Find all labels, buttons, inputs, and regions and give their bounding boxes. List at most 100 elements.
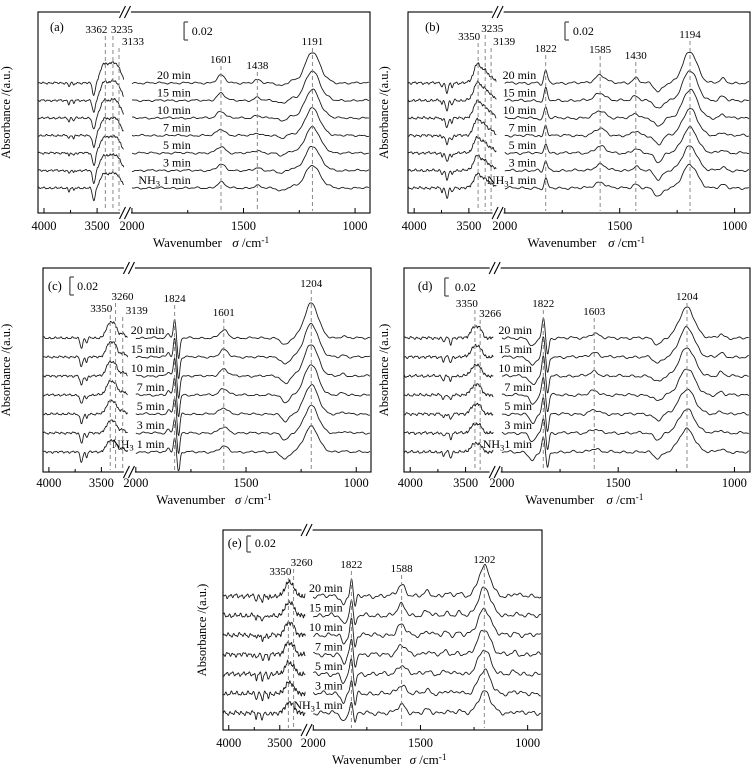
x-tick-label: 1000 [343,219,368,233]
trace-label-5-min: 5 min [163,138,191,152]
peak-annotation-label-3260: 3260 [112,291,135,303]
plot-box [407,11,751,214]
spectrum-trace-5 min-low [131,125,369,157]
trace-label-10-min: 10 min [498,361,532,375]
trace-label-7-min: 7 min [315,640,343,654]
x-tick-label: 2000 [301,736,326,750]
x-axis-unit: σ /cm-1 [410,752,447,767]
spectrum-trace-7 min-low [504,108,750,146]
x-tick-label: 1000 [344,476,369,490]
trace-label-20-min: 20 min [157,68,191,82]
spectrum-trace-7 min-high [42,379,128,404]
axis-break-icon [122,465,130,479]
trace-label-3-min: 3 min [137,418,165,432]
axis-break-icon [118,206,126,220]
trace-label-15-min: 15 min [498,342,532,356]
trace-label-3-min: 3 min [504,418,532,432]
axis-break-gap [123,467,135,477]
trace-label-10-min: 10 min [131,361,165,375]
axis-break-icon [305,723,313,737]
plot-box [42,267,372,473]
spectrum-trace-20 min-high [42,320,128,349]
peak-annotation-label-3235: 3235 [481,23,504,35]
trace-label-5-min: 5 min [137,399,165,413]
panel-c: 4000 3500 2000 1500 1000 NH3 1 min 3 min 5 min 7… [0,261,372,507]
axis-break-icon [300,523,308,537]
spectrum-trace-7 min-high [37,116,124,148]
spectrum-trace-15 min-high [407,80,497,112]
spectrum-trace-10 min-low [504,88,750,127]
spectrum-trace-15 min-high [42,341,129,368]
spectrum-trace-7 min-high [404,383,494,401]
y-axis-label: Absorbance /(a.u.) [0,324,13,417]
panel-a: 4000 3500 2000 1500 1000 NH3 1 min 3 min 5 min 7… [0,5,371,250]
plot-box [37,11,371,214]
spectrum-trace-3 min-high [37,153,125,185]
trace-label-10-min: 10 min [157,103,191,117]
spectrum-trace-20 min-low [501,306,749,355]
x-tick-label: 3500 [85,219,110,233]
trace-label-7-min: 7 min [509,121,537,135]
peak-annotation-label-1824: 1824 [164,293,187,305]
axis-break-icon [123,206,131,220]
panel-letter-a: (a) [50,20,64,34]
trace-label-15-min: 15 min [131,342,165,356]
peak-annotation-label-3362: 3362 [85,24,107,36]
trace-label-nh3-1min: NH31 min [483,437,532,453]
x-tick-label: 4000 [398,476,423,490]
axis-break-icon [493,261,501,275]
trace-label-5-min: 5 min [315,659,343,673]
spectrum-trace-20 min-low [131,52,369,86]
peak-annotation-label-1430: 1430 [625,50,648,62]
peak-annotation-label-1601: 1601 [210,54,232,66]
axis-break-icon [488,261,496,275]
spectrum-trace-10 min-high [222,621,306,643]
trace-label-15-min: 15 min [309,601,343,615]
axis-break-gap [301,525,313,535]
peak-annotation-label-3350: 3350 [458,31,481,43]
scale-bar-value: 0.02 [192,24,213,38]
x-tick-label: 3500 [456,219,481,233]
spectrum-trace-10 min-low [313,607,542,648]
spectrum-trace-NH₃1 min-low [504,163,750,197]
peak-annotation-label-1194: 1194 [679,29,701,41]
peak-annotation-label-3350: 3350 [90,303,113,315]
spectrum-trace-15 min-high [37,79,124,113]
axis-break-gap [492,208,504,218]
peak-annotation-label-3350: 3350 [269,566,292,578]
spectrum-trace-NH₃1 min-high [407,172,497,199]
axis-break-icon [491,5,499,19]
peak-annotation-label-3350: 3350 [456,298,479,310]
trace-label-3-min: 3 min [163,156,191,170]
axis-break-gap [492,7,504,17]
peak-annotation-label-1204: 1204 [676,291,699,303]
spectrum-trace-10 min-low [501,347,749,394]
x-tick-label: 2000 [492,219,517,233]
spectrum-trace-15 min-low [504,70,749,109]
spectrum-trace-15 min-low [313,586,542,626]
x-axis-label: Wavenumber [332,752,402,767]
spectrum-trace-5 min-high [407,135,497,162]
x-tick-label: 1000 [722,476,747,490]
spectrum-trace-5 min-high [403,402,494,420]
axis-break-icon [491,206,499,220]
spectrum-trace-NH₃1 min-low [501,427,750,468]
panel-letter-c: (c) [48,279,62,293]
trace-label-7-min: 7 min [504,380,532,394]
spectrum-trace-5 min-low [135,384,371,437]
peak-annotation-label-3133: 3133 [122,36,145,48]
peak-annotation-label-1822: 1822 [535,43,557,55]
trace-label-10-min: 10 min [503,103,537,117]
axis-break-gap [489,467,501,477]
x-tick-label: 1000 [722,219,747,233]
x-tick-label: 3500 [89,476,114,490]
panel-letter-d: (d) [418,279,433,293]
peak-annotation-label-1438: 1438 [246,60,269,72]
trace-label-7-min: 7 min [137,380,165,394]
peak-annotation-label-1822: 1822 [532,298,554,310]
spectrum-trace-3 min-high [407,154,497,181]
spectrum-trace-NH₃ 1 min-high [37,171,125,202]
peak-annotation-label-1585: 1585 [589,44,612,56]
axis-break-icon [496,5,504,19]
spectrum-trace-NH₃ 1 min-low [132,164,370,192]
